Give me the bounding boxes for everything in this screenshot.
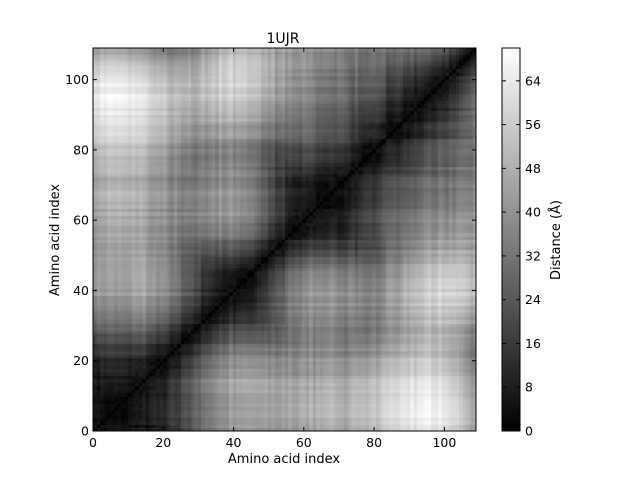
colorbar-tick-label: 0: [525, 424, 533, 439]
colorbar-gradient: [501, 47, 521, 432]
y-tick-label: 40: [73, 283, 89, 298]
plot-frame: [92, 47, 477, 432]
heatmap-image-container: [93, 48, 476, 431]
chart-title: 1UJR: [266, 31, 299, 47]
colorbar-tick-label: 48: [525, 161, 541, 176]
plot-area: [92, 47, 477, 432]
x-tick-label: 60: [296, 435, 312, 450]
heatmap-image: [93, 48, 476, 431]
y-tick-label: 80: [73, 142, 89, 157]
y-tick-label: 20: [73, 353, 89, 368]
y-tick-label: 0: [81, 424, 89, 439]
x-axis-label: Amino acid index: [228, 452, 340, 467]
colorbar-label: Distance (Å): [548, 200, 564, 280]
colorbar-tick-label: 8: [525, 380, 533, 395]
colorbar-ticks: 0 8 16 24 32 40 48 56 64: [502, 73, 541, 439]
x-tick-label: 100: [432, 435, 456, 450]
y-tick-label: 60: [73, 213, 89, 228]
x-tick-label: 40: [226, 435, 242, 450]
colorbar-tick-label: 16: [525, 336, 541, 351]
x-tick-label: 80: [366, 435, 382, 450]
x-tick-label: 20: [155, 435, 171, 450]
colorbar: 0 8 16 24 32 40 48 56 64 Distance (Å): [501, 47, 564, 439]
y-axis-label: Amino acid index: [48, 184, 63, 296]
colorbar-tick-label: 32: [525, 248, 541, 263]
x-tick-label: 0: [89, 435, 97, 450]
colorbar-tick-label: 40: [525, 205, 541, 220]
y-tick-label: 100: [65, 72, 89, 87]
colorbar-tick-label: 24: [525, 292, 541, 307]
x-axis-ticks: 0 20 40 60 80 100: [89, 48, 456, 450]
colorbar-tick-label: 64: [525, 73, 541, 88]
colorbar-tick-label: 56: [525, 117, 541, 132]
y-axis-ticks: 0 20 40 60 80 100: [65, 72, 476, 439]
